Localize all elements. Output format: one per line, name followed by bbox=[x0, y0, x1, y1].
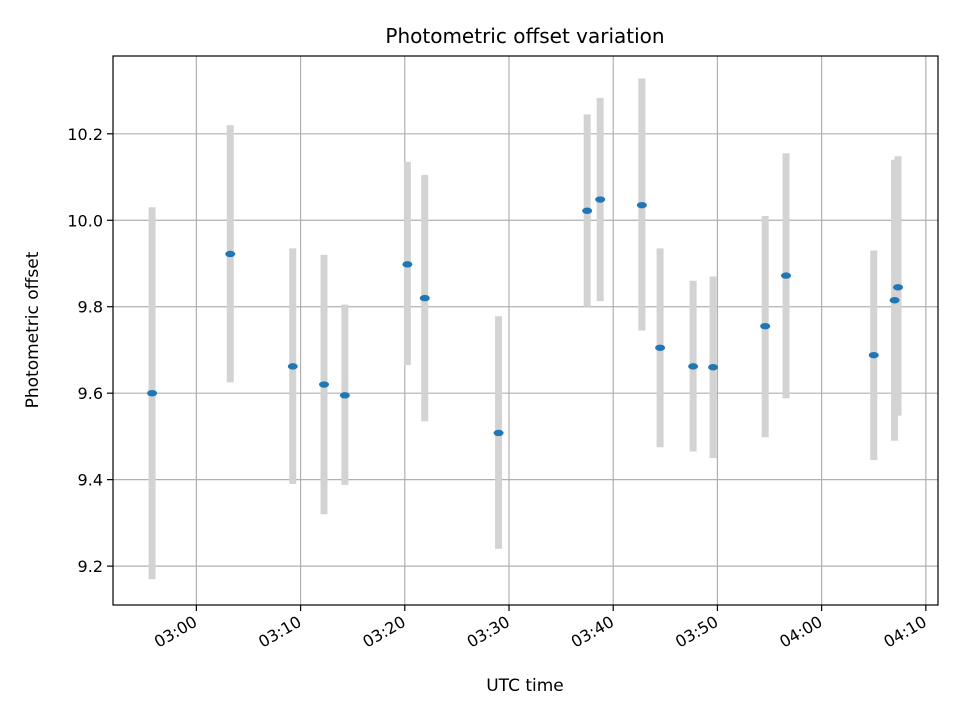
data-point bbox=[889, 297, 900, 304]
data-point bbox=[287, 363, 298, 370]
y-tick-label: 10.2 bbox=[67, 125, 103, 144]
data-point bbox=[595, 196, 606, 203]
data-point bbox=[655, 344, 666, 351]
y-tick-label: 9.8 bbox=[78, 298, 103, 317]
data-point bbox=[419, 294, 430, 302]
y-axis-title: Photometric offset bbox=[23, 251, 43, 408]
y-tick-label: 9.4 bbox=[78, 471, 103, 490]
y-tick-label: 9.2 bbox=[78, 557, 103, 576]
y-axis-ticks: 9.2 9.4 9.6 9.8 10.0 10.2 bbox=[67, 125, 113, 576]
chart-title: Photometric offset variation bbox=[385, 24, 664, 48]
data-point bbox=[339, 392, 350, 399]
data-point bbox=[893, 284, 904, 291]
x-axis-title: UTC time bbox=[486, 676, 564, 696]
data-point bbox=[319, 381, 330, 388]
data-points bbox=[147, 196, 904, 437]
y-tick-label: 9.6 bbox=[78, 384, 103, 403]
data-point bbox=[402, 261, 413, 268]
data-point bbox=[636, 201, 647, 209]
y-tick-label: 10.0 bbox=[67, 211, 103, 230]
data-point bbox=[868, 351, 879, 359]
data-point bbox=[225, 250, 236, 258]
data-point bbox=[708, 364, 719, 371]
data-point bbox=[147, 389, 158, 397]
data-point bbox=[781, 272, 792, 279]
data-point bbox=[760, 322, 771, 330]
data-point bbox=[688, 363, 699, 370]
data-point bbox=[582, 207, 593, 214]
plot-area-frame bbox=[112, 55, 939, 606]
data-point bbox=[493, 429, 504, 437]
